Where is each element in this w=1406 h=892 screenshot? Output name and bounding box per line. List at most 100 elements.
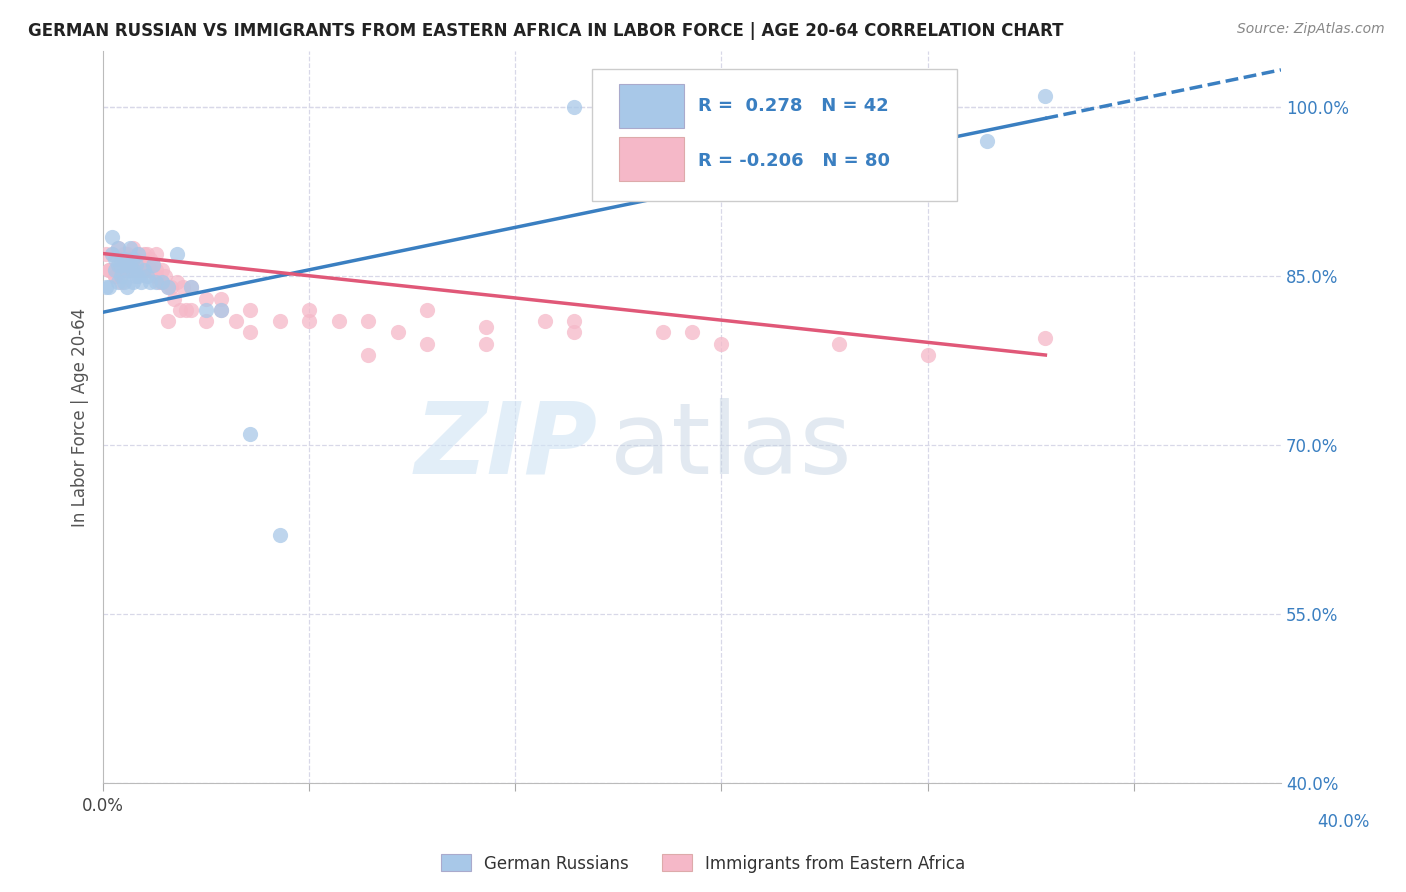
Legend: German Russians, Immigrants from Eastern Africa: German Russians, Immigrants from Eastern… (434, 847, 972, 880)
Point (174, 302, 197, 317)
Point (127, 263, 149, 277)
Y-axis label: In Labor Force | Age 20-64: In Labor Force | Age 20-64 (72, 308, 89, 526)
Point (98, 263, 121, 277)
Point (562, 314, 585, 328)
Point (110, 258, 132, 272)
Point (118, 258, 141, 272)
Point (127, 246, 149, 260)
Point (121, 258, 143, 272)
Point (475, 319, 498, 334)
Point (101, 229, 124, 244)
Point (104, 263, 127, 277)
Point (209, 292, 232, 306)
Point (180, 280, 202, 294)
Point (112, 246, 135, 260)
Text: Source: ZipAtlas.com: Source: ZipAtlas.com (1237, 22, 1385, 37)
Point (976, 134, 998, 148)
Point (166, 246, 188, 260)
Point (139, 275, 162, 289)
Point (298, 302, 321, 317)
Point (104, 269, 127, 284)
Point (156, 280, 179, 294)
Point (134, 246, 156, 260)
Point (134, 263, 156, 277)
Point (107, 258, 129, 272)
Point (269, 528, 291, 542)
Point (110, 269, 132, 284)
Point (145, 269, 167, 284)
Point (710, 336, 733, 351)
Point (169, 302, 191, 317)
Point (156, 280, 179, 294)
Point (416, 302, 439, 317)
Point (124, 269, 146, 284)
Point (104, 269, 127, 284)
Point (127, 269, 149, 284)
Point (209, 302, 232, 317)
Point (101, 246, 124, 260)
Point (172, 280, 194, 294)
Point (145, 263, 167, 277)
Point (239, 326, 262, 340)
Point (239, 426, 262, 441)
Point (150, 275, 173, 289)
Point (118, 241, 141, 255)
Point (110, 275, 132, 289)
Text: atlas: atlas (610, 398, 851, 495)
Point (115, 280, 138, 294)
Point (98, 263, 121, 277)
Point (195, 314, 218, 328)
Point (110, 263, 132, 277)
Point (357, 314, 380, 328)
Point (160, 280, 183, 294)
Point (145, 275, 167, 289)
Point (239, 302, 262, 317)
Point (115, 263, 138, 277)
Point (163, 292, 186, 306)
Point (94, 280, 117, 294)
Point (681, 326, 703, 340)
Point (98, 280, 121, 294)
Point (131, 263, 153, 277)
Point (124, 258, 146, 272)
Point (121, 263, 143, 277)
Bar (619, 137, 683, 181)
Point (328, 314, 350, 328)
Text: ZIP: ZIP (415, 398, 598, 495)
Point (269, 314, 291, 328)
Point (150, 275, 173, 289)
Point (1035, 88, 1057, 103)
Point (115, 263, 138, 277)
Point (121, 252, 143, 267)
Point (142, 258, 165, 272)
Point (94, 246, 117, 260)
Point (115, 246, 138, 260)
Point (134, 263, 156, 277)
Point (136, 269, 159, 284)
Point (148, 275, 170, 289)
Point (107, 275, 129, 289)
Point (357, 348, 380, 362)
Text: R =  0.278   N = 42: R = 0.278 N = 42 (697, 97, 889, 115)
Point (101, 246, 124, 260)
Point (180, 302, 202, 317)
Point (104, 252, 127, 267)
Bar (619, 84, 683, 128)
Point (651, 326, 673, 340)
Point (225, 314, 247, 328)
Point (112, 263, 135, 277)
Point (917, 348, 939, 362)
Point (139, 252, 162, 267)
Point (562, 100, 585, 114)
Point (298, 314, 321, 328)
Point (107, 241, 129, 255)
Point (195, 292, 218, 306)
Point (131, 275, 153, 289)
Point (156, 314, 179, 328)
Point (150, 263, 173, 277)
Point (121, 241, 143, 255)
Point (110, 252, 132, 267)
Point (828, 336, 851, 351)
Point (387, 326, 409, 340)
Point (1035, 331, 1057, 345)
